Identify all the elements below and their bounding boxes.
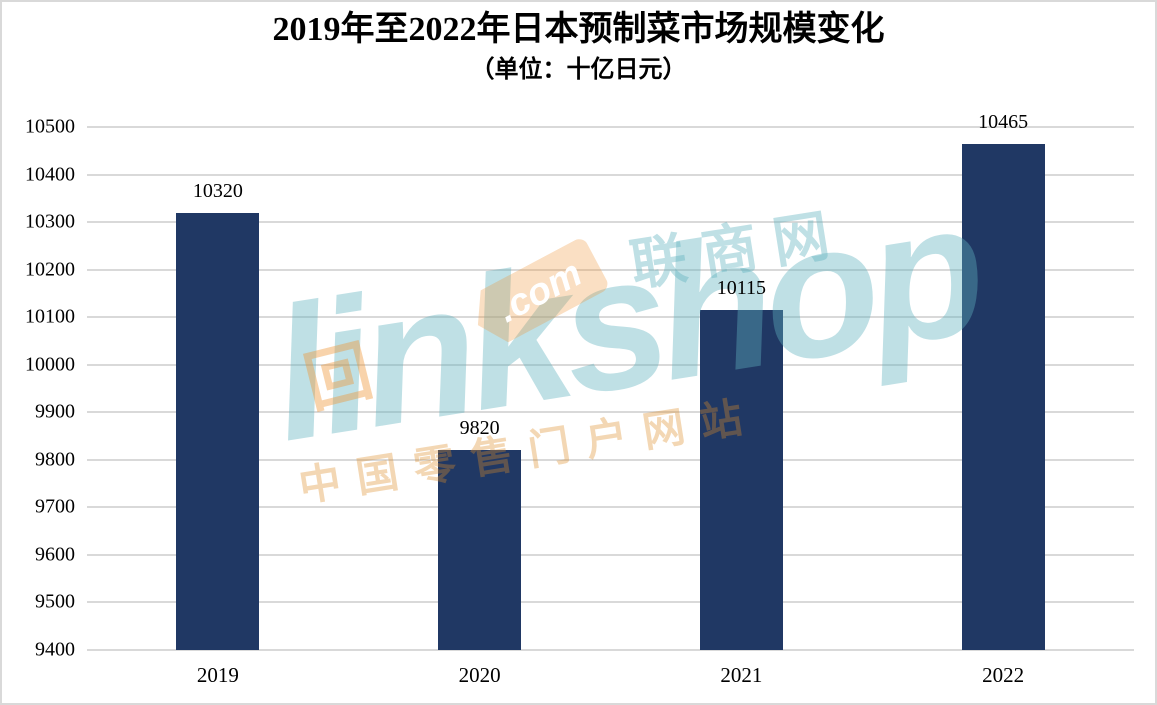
gridline <box>87 601 1134 604</box>
gridline <box>87 221 1134 224</box>
x-axis-category-label: 2019 <box>196 663 239 687</box>
y-axis-tick-label: 9900 <box>35 400 75 423</box>
y-axis-tick-label: 9700 <box>35 495 75 518</box>
gridline <box>87 553 1134 556</box>
bar-value-label: 10115 <box>716 277 767 300</box>
y-axis-tick-label: 10100 <box>25 305 75 328</box>
y-axis-tick-label: 9600 <box>35 543 75 566</box>
x-axis-category-label: 2022 <box>982 663 1025 687</box>
gridline <box>87 363 1134 366</box>
y-axis-tick-label: 10400 <box>25 163 75 186</box>
y-axis-tick-label: 10200 <box>25 258 75 281</box>
gridline <box>87 173 1134 176</box>
y-axis-tick-label: 10500 <box>25 115 75 138</box>
bar-2022 <box>961 143 1045 650</box>
gridline <box>87 126 1134 128</box>
y-axis-tick-label: 9400 <box>35 638 75 661</box>
gridline <box>87 268 1134 271</box>
x-axis-category-label: 2021 <box>720 663 763 687</box>
bar-2020 <box>438 450 522 650</box>
gridline <box>87 649 1134 651</box>
bar-value-label: 10465 <box>978 110 1029 133</box>
y-axis-tick-label: 9500 <box>35 590 75 613</box>
bar-value-label: 9820 <box>459 417 500 440</box>
chart-title: 2019年至2022年日本预制菜市场规模变化 <box>272 11 885 48</box>
plot-area: 9400 9500 9600 9700 9800 9900 10000 10100 10200 1… <box>25 111 1134 687</box>
bar-value-label: 10320 <box>192 179 243 202</box>
bar-2021 <box>699 310 783 650</box>
y-axis-tick-label: 10300 <box>25 210 75 233</box>
gridline <box>87 411 1134 414</box>
bar-2019 <box>176 212 260 650</box>
gridline <box>87 316 1134 319</box>
y-axis-tick-label: 10000 <box>25 353 75 376</box>
gridline <box>87 458 1134 461</box>
gridline <box>87 506 1134 509</box>
x-axis-category-label: 2020 <box>458 663 501 687</box>
chart-subtitle: （单位：十亿日元） <box>470 57 687 83</box>
y-axis-tick-label: 9800 <box>35 448 75 471</box>
